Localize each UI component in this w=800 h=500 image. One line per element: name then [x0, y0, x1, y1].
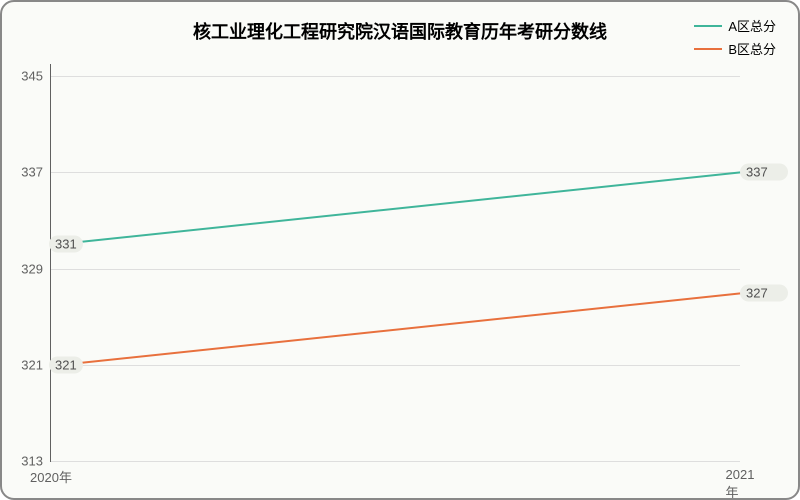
point-label: 327: [740, 284, 788, 301]
legend-swatch-a: [694, 25, 722, 27]
ytick-label: 337: [21, 165, 43, 180]
legend-swatch-b: [694, 48, 722, 50]
gridline: [51, 172, 740, 173]
legend: A区总分 B区总分: [694, 16, 776, 58]
xtick-label: 2020年: [30, 467, 72, 486]
ytick-label: 329: [21, 261, 43, 276]
plot-area: 3133213293373452020年2021年331337321327: [50, 64, 740, 462]
point-label: 337: [740, 164, 788, 181]
series-line-0: [51, 171, 745, 246]
point-label: 331: [49, 236, 83, 253]
legend-label-a: A区总分: [728, 16, 776, 35]
chart-container: 核工业理化工程研究院汉语国际教育历年考研分数线 A区总分 B区总分 313321…: [0, 0, 800, 500]
point-label: 321: [49, 356, 83, 373]
chart-title: 核工业理化工程研究院汉语国际教育历年考研分数线: [2, 18, 798, 44]
ytick-label: 321: [21, 357, 43, 372]
gridline: [51, 461, 740, 462]
gridline: [51, 76, 740, 77]
ytick-label: 345: [21, 69, 43, 84]
legend-item-a: A区总分: [694, 16, 776, 35]
series-line-1: [51, 292, 745, 367]
gridline: [51, 269, 740, 270]
xtick-label: 2021年: [726, 467, 755, 500]
legend-item-b: B区总分: [694, 39, 776, 58]
legend-label-b: B区总分: [728, 39, 776, 58]
gridline: [51, 365, 740, 366]
